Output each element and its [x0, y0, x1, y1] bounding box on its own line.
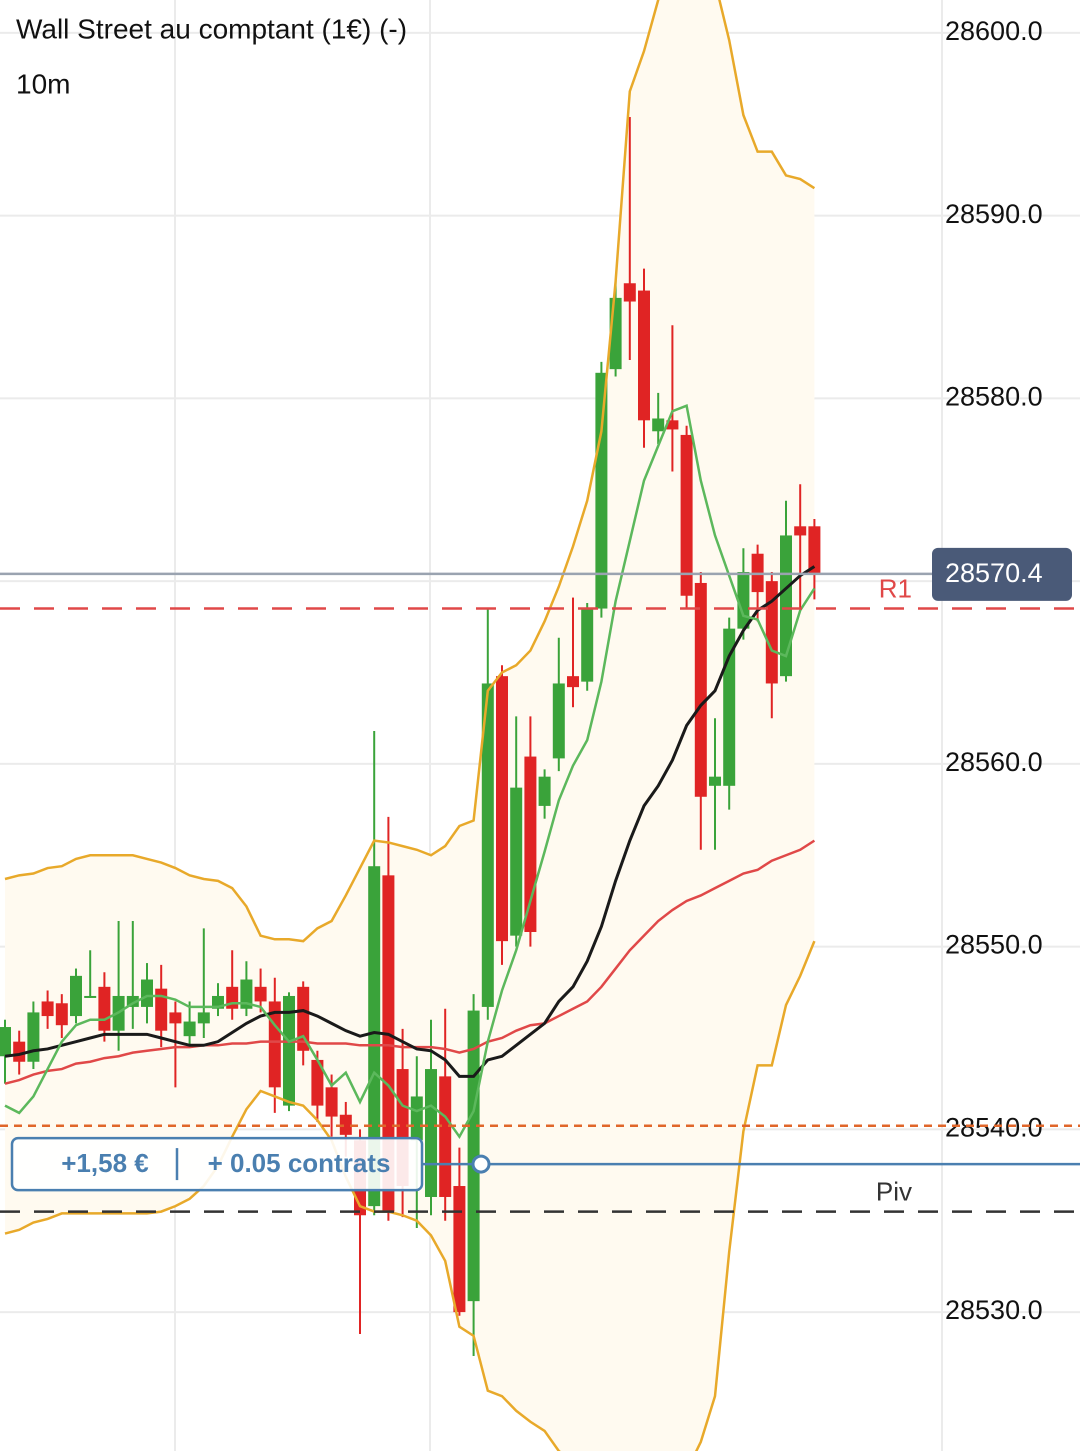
indicator-line	[4, 0, 816, 943]
candle-body	[481, 683, 494, 1007]
candle-body	[510, 787, 523, 936]
candle-body	[581, 608, 594, 682]
candle-body	[70, 975, 82, 1017]
candle-body	[382, 875, 395, 1212]
candle-body	[141, 979, 153, 1007]
candle-body	[197, 1012, 210, 1024]
candle-body	[0, 1027, 11, 1057]
candle-body	[467, 1010, 480, 1302]
candle-body	[666, 420, 679, 430]
candle-body	[524, 756, 537, 933]
candle-body	[13, 1041, 26, 1062]
candle-body	[183, 1021, 196, 1037]
indicator-line	[4, 839, 816, 1085]
candle-body	[84, 995, 97, 998]
candle-body	[737, 571, 750, 629]
candle-body	[552, 683, 565, 759]
candle-body	[723, 628, 736, 786]
candle-body	[126, 995, 139, 1007]
y-tick-label: 28540.0	[945, 1112, 1043, 1142]
candle-body	[567, 676, 579, 688]
overlay: 28530.028540.028550.028560.028570.028580…	[0, 16, 1080, 1325]
candle-body	[780, 535, 792, 677]
timeframe: 10m	[16, 68, 70, 99]
candle-body	[453, 1186, 466, 1313]
y-tick-label: 28530.0	[945, 1295, 1043, 1325]
candle-body	[98, 986, 111, 1031]
level-label: Piv	[876, 1176, 912, 1206]
candle-body	[680, 434, 693, 596]
y-tick-label: 28580.0	[945, 382, 1043, 412]
candle-body	[709, 776, 721, 786]
y-tick-label: 28590.0	[945, 199, 1043, 229]
candle-body	[368, 866, 381, 1207]
candle-body	[41, 1001, 54, 1017]
candle-body	[652, 418, 665, 432]
candle-body	[240, 979, 253, 1009]
candle-body	[311, 1059, 324, 1106]
level-label: R1	[879, 573, 912, 603]
indicator-line	[4, 940, 816, 1451]
candle-body	[623, 283, 636, 302]
candle-body	[694, 582, 707, 797]
position-size: + 0.05 contrats	[208, 1148, 391, 1178]
candle-body	[794, 526, 807, 536]
candle-body	[27, 1012, 40, 1062]
candle-body	[169, 1012, 182, 1024]
candle-body	[496, 676, 508, 942]
candle-body	[283, 995, 295, 1106]
candle-body	[155, 988, 168, 1031]
candle-body	[410, 1096, 423, 1141]
plot	[0, 0, 821, 1451]
candle-body	[254, 986, 267, 1002]
candle-body	[425, 1069, 437, 1197]
position-handle	[471, 1154, 491, 1174]
candle-body	[808, 526, 821, 574]
indicator-line	[4, 403, 816, 1140]
candle-body	[765, 581, 778, 684]
last-price-box	[932, 547, 1072, 601]
indicator-line	[4, 565, 816, 1078]
candle-body	[595, 372, 608, 609]
y-tick-label: 28600.0	[945, 16, 1043, 46]
chart-title: Wall Street au comptant (1€) (-)	[16, 13, 407, 44]
position-pnl: +1,58 €	[61, 1148, 148, 1178]
candle-body	[538, 776, 551, 806]
y-tick-label: 28560.0	[945, 747, 1043, 777]
candle-body	[339, 1114, 352, 1135]
position-pill	[10, 1136, 424, 1192]
candle-body	[638, 290, 650, 421]
last-price-label: 28570.4	[945, 558, 1043, 588]
bollinger-fill	[5, 0, 815, 1451]
candle-body	[55, 1003, 68, 1026]
candle-body	[325, 1087, 338, 1117]
candle-body	[439, 1076, 452, 1197]
y-tick-label: 28550.0	[945, 930, 1043, 960]
candle-body	[297, 986, 310, 1051]
